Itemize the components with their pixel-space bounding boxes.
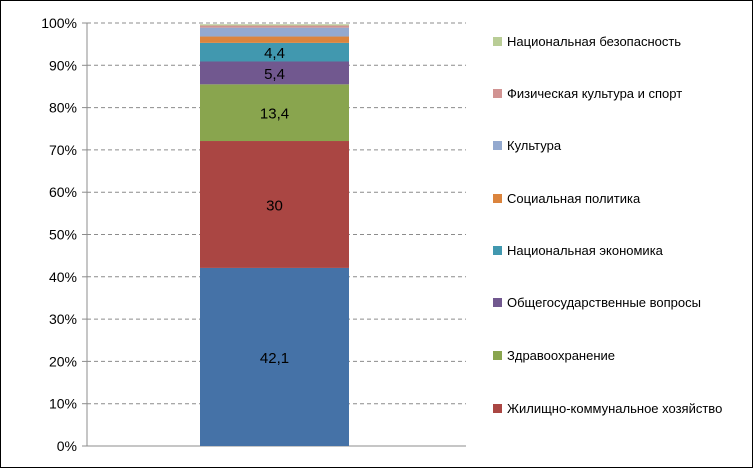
bar-segment-1 xyxy=(200,267,349,446)
legend-swatch xyxy=(493,246,502,255)
legend-item: Социальная политика xyxy=(493,189,748,209)
legend-item: Национальная безопасность xyxy=(493,32,748,52)
y-tick-label: 100% xyxy=(41,15,77,31)
legend-item: Культура xyxy=(493,136,748,156)
legend-label: Здравоохранение xyxy=(507,348,616,363)
y-tick-label: 30% xyxy=(49,311,77,327)
bar-segment-8 xyxy=(200,25,349,28)
legend-item: Национальная экономика xyxy=(493,241,748,261)
data-label-3: 13,4 xyxy=(260,106,289,123)
y-tick-label: 70% xyxy=(49,142,77,158)
y-tick-label: 50% xyxy=(49,227,77,243)
legend-swatch xyxy=(493,404,502,413)
legend-item: Жилищно-коммунальное хозяйство xyxy=(493,399,748,419)
y-tick-label: 80% xyxy=(49,100,77,116)
legend-label: Социальная политика xyxy=(507,191,641,206)
legend-item: Здравоохранение xyxy=(493,346,748,366)
legend-item: Физическая культура и спорт xyxy=(493,84,748,104)
data-label-1: 42,1 xyxy=(260,350,289,367)
legend-label: Национальная экономика xyxy=(507,243,663,258)
y-tick-label: 60% xyxy=(49,184,77,200)
legend-swatch xyxy=(493,351,502,360)
legend-label: Общегосударственные вопросы xyxy=(507,295,701,310)
bar-segment-3 xyxy=(200,84,349,142)
legend-swatch xyxy=(493,89,502,98)
y-tick-label: 90% xyxy=(49,57,77,73)
legend-label: Жилищно-коммунальное хозяйство xyxy=(507,401,723,416)
y-tick-label: 40% xyxy=(49,269,77,285)
legend-swatch xyxy=(493,194,502,203)
legend-swatch xyxy=(493,141,502,150)
y-tick-label: 10% xyxy=(49,396,77,412)
bar-segment-4 xyxy=(200,61,349,85)
bar-segment-6 xyxy=(200,36,349,43)
y-tick-label: 0% xyxy=(57,438,77,454)
data-label-2: 30 xyxy=(266,197,283,214)
data-label-5: 4,4 xyxy=(264,45,285,62)
bar-segment-2 xyxy=(200,141,349,268)
legend-swatch xyxy=(493,298,502,307)
y-tick-label: 20% xyxy=(49,353,77,369)
data-label-4: 5,4 xyxy=(264,66,285,83)
bar-segment-7 xyxy=(200,27,349,37)
bar-segment-5 xyxy=(200,42,349,62)
legend-swatch xyxy=(493,37,502,46)
legend-item: Общегосударственные вопросы xyxy=(493,293,748,313)
legend-label: Национальная безопасность xyxy=(507,34,682,49)
legend-label: Физическая культура и спорт xyxy=(507,86,683,101)
legend-label: Культура xyxy=(507,138,562,153)
bar-segment-9 xyxy=(200,24,349,26)
